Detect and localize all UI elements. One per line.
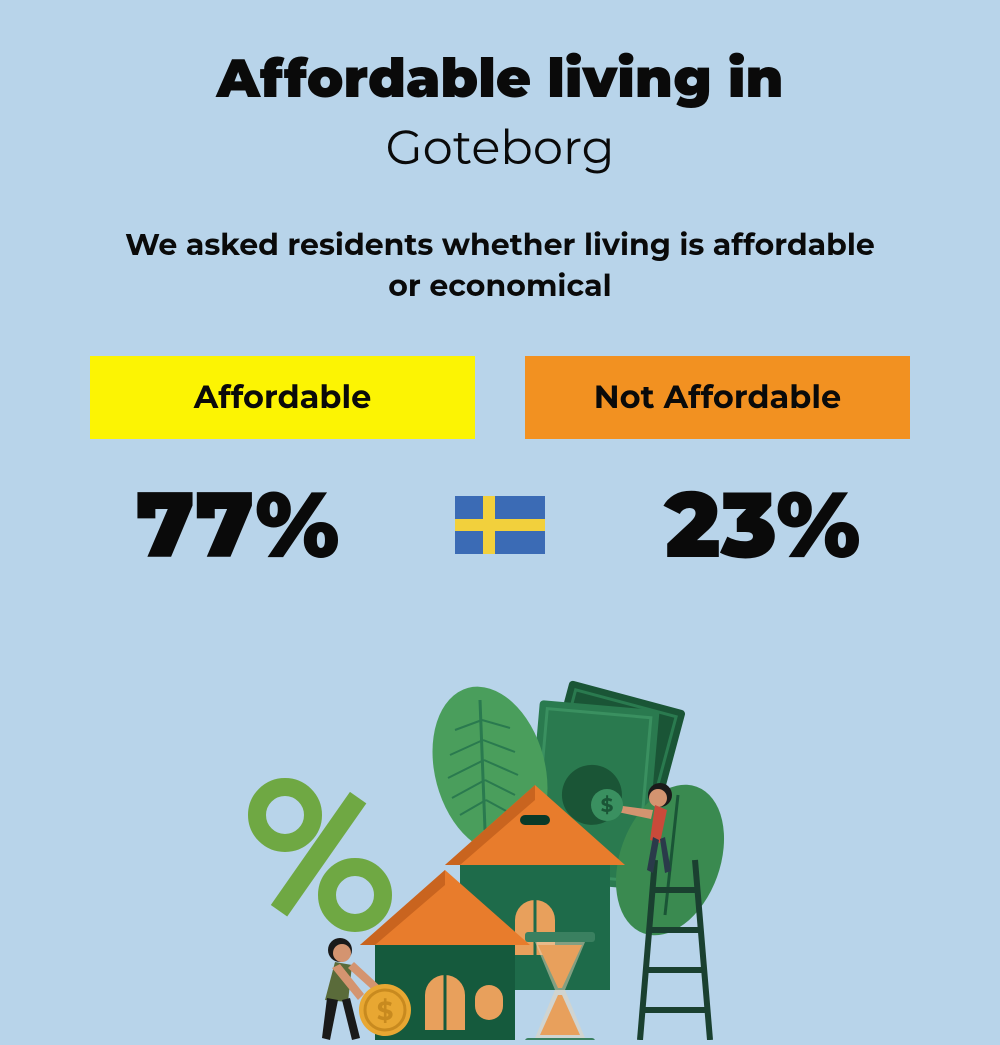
stat-affordable: Affordable bbox=[90, 356, 475, 439]
title-line1: Affordable living in bbox=[60, 45, 940, 111]
money-house-illustration: $ $ bbox=[200, 660, 800, 1040]
label-affordable: Affordable bbox=[90, 356, 475, 439]
svg-text:$: $ bbox=[601, 794, 614, 818]
percentage-not-affordable: 23% bbox=[585, 469, 940, 581]
title-city: Goteborg bbox=[60, 119, 940, 177]
subtitle: We asked residents whether living is aff… bbox=[60, 225, 940, 306]
flag-sweden-icon bbox=[455, 496, 545, 554]
stats-row: Affordable Not Affordable bbox=[60, 356, 940, 439]
percentages-row: 77% 23% bbox=[60, 469, 940, 581]
stat-not-affordable: Not Affordable bbox=[525, 356, 910, 439]
label-not-affordable: Not Affordable bbox=[525, 356, 910, 439]
infographic-container: Affordable living in Goteborg We asked r… bbox=[0, 0, 1000, 621]
percentage-affordable: 77% bbox=[60, 469, 415, 581]
